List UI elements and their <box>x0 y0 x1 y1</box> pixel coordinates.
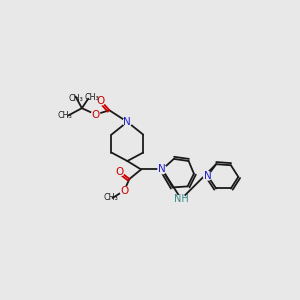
Circle shape <box>158 165 166 174</box>
Text: O: O <box>92 110 100 119</box>
Text: CH₃: CH₃ <box>84 93 99 102</box>
Circle shape <box>203 172 212 180</box>
Text: N: N <box>204 171 212 181</box>
Text: CH₃: CH₃ <box>58 111 72 120</box>
Circle shape <box>97 97 105 105</box>
Text: O: O <box>116 167 124 177</box>
Text: O: O <box>120 186 128 196</box>
Circle shape <box>177 195 185 203</box>
Circle shape <box>120 186 128 195</box>
Text: CH₃: CH₃ <box>68 94 83 103</box>
Circle shape <box>123 118 132 126</box>
Text: CH₃: CH₃ <box>103 194 118 202</box>
Text: NH: NH <box>174 194 189 204</box>
Text: N: N <box>158 164 166 175</box>
Circle shape <box>92 110 100 119</box>
Text: N: N <box>124 117 131 127</box>
Text: O: O <box>97 96 105 106</box>
Circle shape <box>116 167 124 176</box>
